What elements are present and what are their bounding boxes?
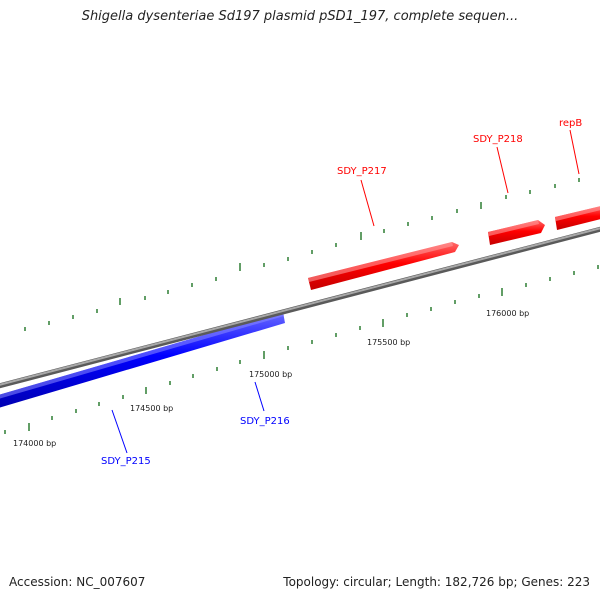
outer-tick-rail <box>24 178 580 331</box>
leader-line-sdy-p215 <box>111 409 128 454</box>
gene-label-sdy-p217[interactable]: SDY_P217 <box>337 166 387 177</box>
summary-text: Topology: circular; Length: 182,726 bp; … <box>283 575 590 589</box>
leader-line-sdy-p216 <box>254 381 265 412</box>
gene-label-sdy-p218[interactable]: SDY_P218 <box>473 134 523 145</box>
tick-label: 175000 bp <box>249 370 292 379</box>
leader-line-sdy-p217 <box>360 179 375 227</box>
accession-text: Accession: NC_007607 <box>9 575 146 589</box>
leader-line-repb <box>569 129 580 175</box>
inner-tick-rail <box>4 265 599 434</box>
map-title: Shigella dysenteriae Sd197 plasmid pSD1_… <box>81 9 519 24</box>
gene-label-repb[interactable]: repB <box>559 118 582 129</box>
gene-sdy-p218[interactable] <box>488 220 545 245</box>
tick-label: 176000 bp <box>486 309 529 318</box>
leader-line-sdy-p218 <box>496 146 509 194</box>
tick-label: 174500 bp <box>130 404 173 413</box>
tick-label: 175500 bp <box>367 338 410 347</box>
gene-label-sdy-p215[interactable]: SDY_P215 <box>101 456 151 467</box>
gene-repb[interactable] <box>555 205 600 230</box>
gene-label-sdy-p216[interactable]: SDY_P216 <box>240 416 290 427</box>
tick-label: 174000 bp <box>13 439 56 448</box>
plasmid-backbone <box>0 226 600 389</box>
gene-sdy-p215-p216[interactable] <box>0 312 285 409</box>
gene-sdy-p217[interactable] <box>308 242 459 290</box>
